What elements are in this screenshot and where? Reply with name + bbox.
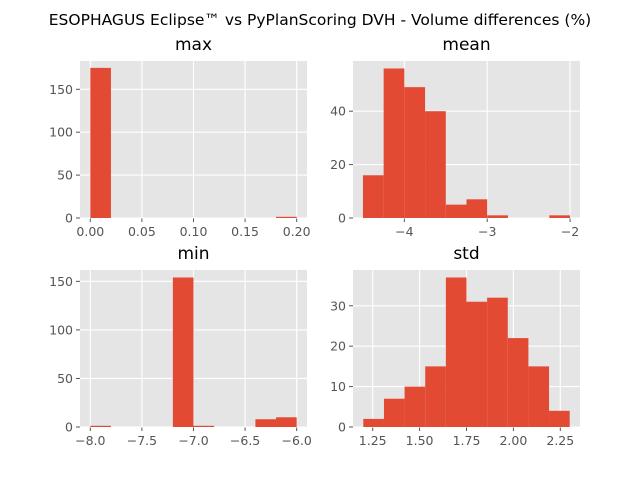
std-y-tick-label: 0: [338, 420, 346, 435]
max-y-tick-label: 0: [65, 211, 73, 226]
mean-x-tick-label: −2: [561, 224, 579, 239]
std-histogram-bar: [425, 366, 446, 427]
mean-histogram-bar: [425, 111, 446, 218]
mean-histogram-bar: [487, 215, 508, 218]
std-subplot-title: std: [453, 244, 479, 264]
std-x-tick-label: 2.25: [546, 433, 574, 448]
mean-x-tick-label: −3: [478, 224, 496, 239]
min-y-tick-label: 150: [49, 274, 73, 289]
min-histogram-bar: [193, 425, 215, 427]
std-y-tick-label: 30: [330, 298, 346, 313]
mean-histogram-bar: [404, 87, 426, 219]
mean-histogram-bar: [549, 215, 571, 218]
mean-histogram-bar: [362, 175, 384, 218]
max-x-tick-label: 0.00: [76, 224, 104, 239]
min-histogram-bar: [172, 277, 194, 427]
std-histogram-bar: [363, 418, 384, 427]
min-y-tick-label: 50: [57, 371, 73, 386]
subplot-min: −8.0 −7.5 −7.0 −6.5 −6.0 0 50 100 150 min: [49, 244, 312, 448]
max-y-tick-label: 50: [57, 168, 73, 183]
std-y-tick-label: 20: [330, 339, 346, 354]
max-y-tick-label: 100: [49, 125, 73, 140]
max-x-tick-label: 0.20: [283, 224, 311, 239]
std-histogram-bar: [445, 277, 467, 427]
max-subplot-title: max: [175, 35, 212, 55]
mean-y-tick-label: 40: [330, 104, 346, 119]
mean-histogram-bar: [466, 199, 488, 218]
min-y-tick-label: 0: [65, 420, 73, 435]
std-x-tick-label: 2.00: [499, 433, 527, 448]
mean-y-tick-label: 20: [330, 157, 346, 172]
std-histogram-bar: [466, 301, 488, 427]
min-x-tick-label: −6.5: [230, 433, 260, 448]
std-histogram-bar: [549, 410, 570, 427]
mean-histogram-bar: [445, 204, 467, 218]
std-x-tick-label: 1.50: [406, 433, 434, 448]
min-histogram-bar: [255, 419, 277, 427]
std-x-tick-label: 1.75: [453, 433, 481, 448]
min-x-tick-label: −8.0: [75, 433, 105, 448]
std-histogram-bar: [487, 297, 508, 427]
min-subplot-title: min: [177, 244, 209, 264]
min-x-tick-label: −6.0: [282, 433, 312, 448]
min-x-tick-label: −7.0: [178, 433, 208, 448]
max-histogram-bar: [90, 67, 111, 218]
std-histogram-bar: [383, 398, 405, 427]
mean-subplot-title: mean: [442, 35, 490, 55]
std-x-tick-label: 1.25: [359, 433, 387, 448]
subplot-mean: −4 −3 −2 0 20 40 mean: [330, 35, 580, 239]
min-x-tick-label: −7.5: [127, 433, 157, 448]
mean-x-tick-label: −4: [395, 224, 413, 239]
mean-y-tick-label: 0: [338, 211, 346, 226]
max-x-tick-label: 0.05: [128, 224, 156, 239]
max-x-tick-label: 0.15: [231, 224, 259, 239]
subplot-max: 0.00 0.05 0.10 0.15 0.20 0 50 100 150 max: [49, 35, 310, 239]
subplot-std: 1.25 1.50 1.75 2.00 2.25 0 10 20 30 std: [330, 244, 580, 448]
std-histogram-bar: [528, 366, 550, 427]
min-histogram-bar: [276, 417, 297, 427]
min-histogram-bar: [90, 425, 111, 427]
figure-title: ESOPHAGUS Eclipse™ vs PyPlanScoring DVH …: [49, 11, 591, 29]
std-histogram-bar: [404, 386, 426, 427]
max-y-tick-label: 150: [49, 82, 73, 97]
min-y-tick-label: 100: [49, 322, 73, 337]
max-histogram-bar: [276, 216, 297, 218]
std-histogram-bar: [507, 338, 529, 427]
mean-histogram-bar: [383, 68, 405, 218]
std-y-tick-label: 10: [330, 379, 346, 394]
max-x-tick-label: 0.10: [180, 224, 208, 239]
